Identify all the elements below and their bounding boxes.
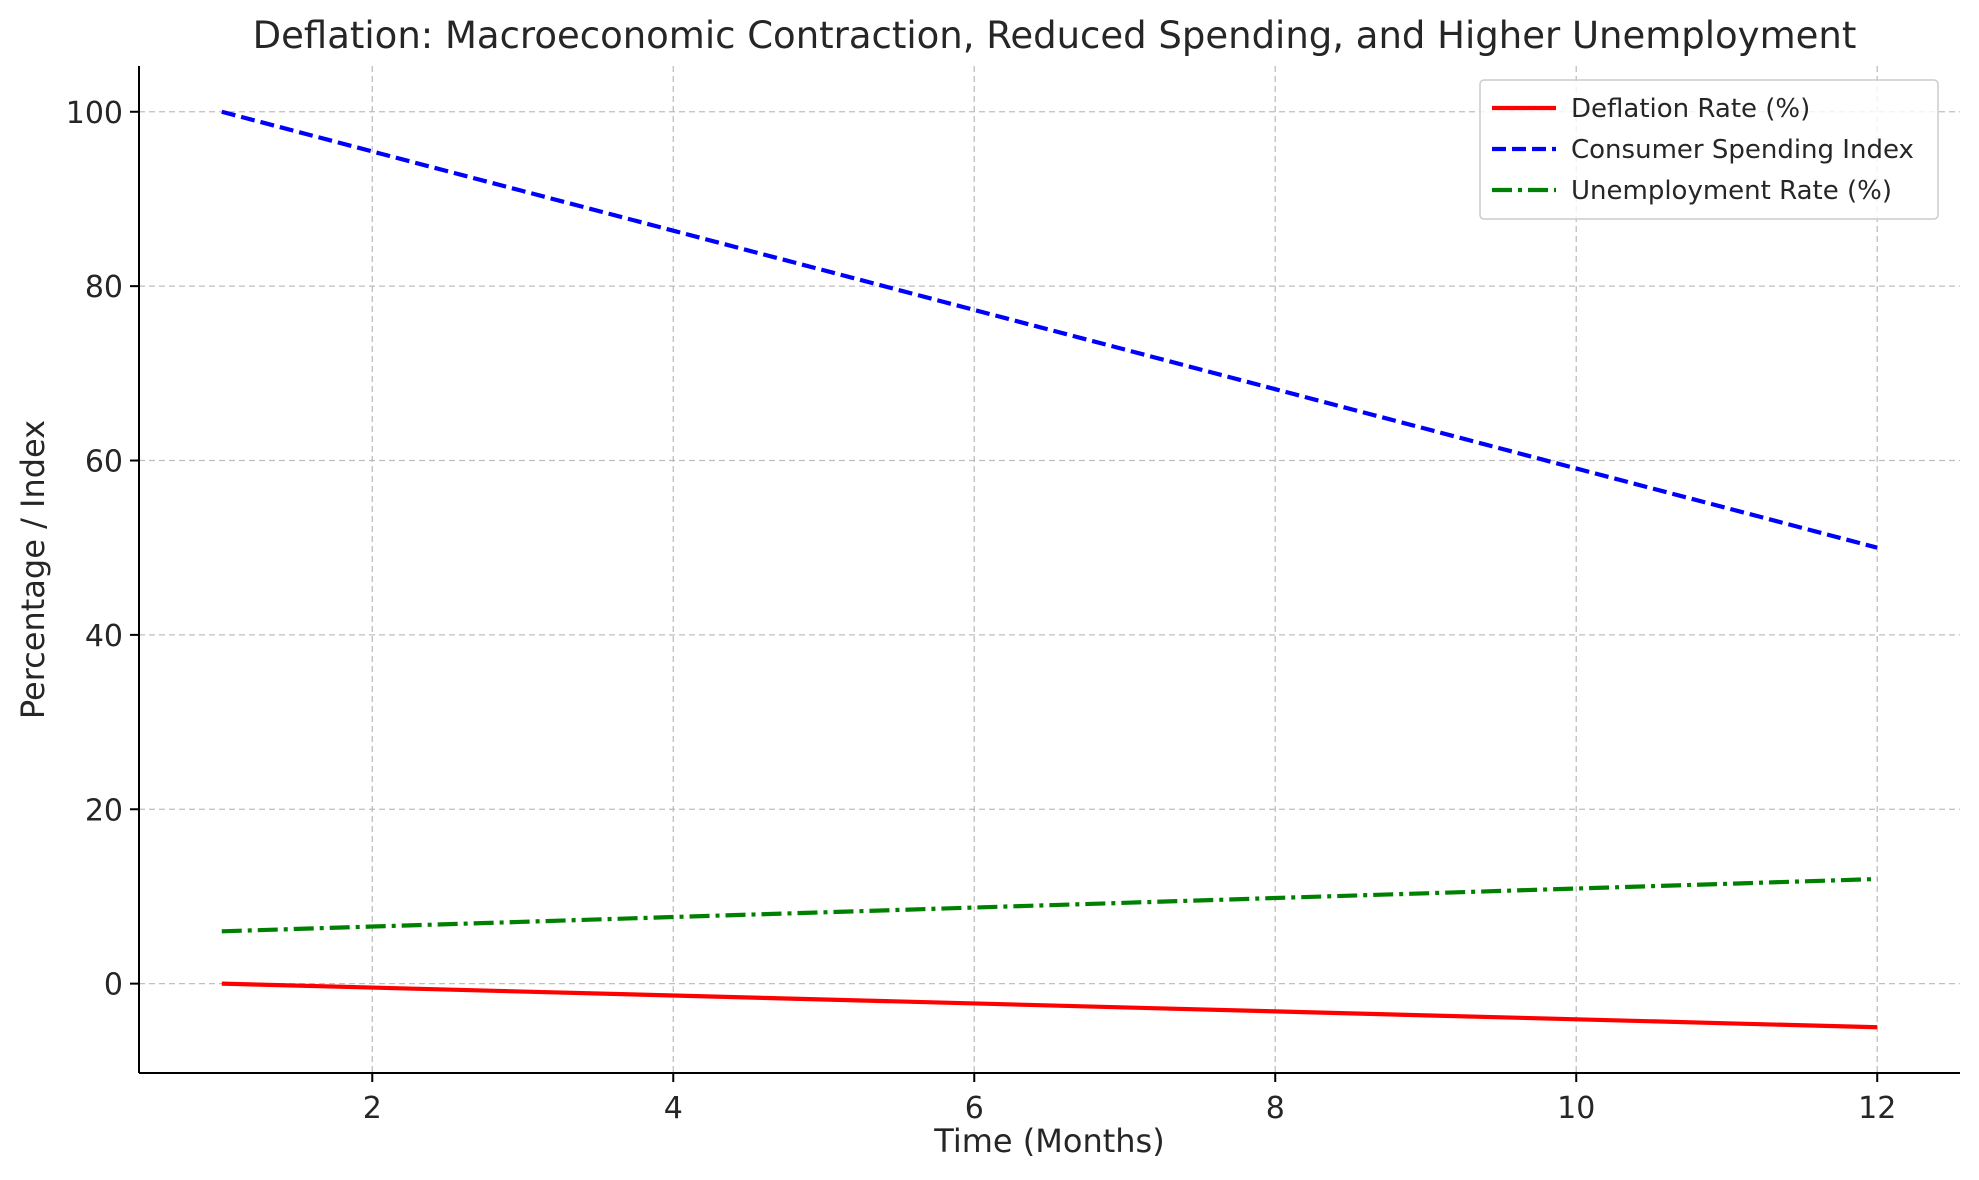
x-tick-label: 6 xyxy=(965,1091,984,1126)
y-tick-label: 40 xyxy=(85,619,123,654)
grid xyxy=(139,66,1960,1073)
series-line-3 xyxy=(221,876,1878,934)
axes xyxy=(138,66,1960,1074)
legend-label: Unemployment Rate (%) xyxy=(1571,176,1892,206)
y-tick-label: 80 xyxy=(85,270,123,305)
y-ticks: 0 20 40 60 80 100 xyxy=(66,96,139,1003)
y-axis-label: Percentage / Index xyxy=(14,420,52,719)
x-tick-label: 12 xyxy=(1858,1091,1896,1126)
y-tick-label: 0 xyxy=(104,968,123,1003)
legend: Deflation Rate (%) Consumer Spending Inde… xyxy=(1479,79,1939,220)
legend-label: Deflation Rate (%) xyxy=(1571,94,1810,124)
x-axis-label: Time (Months) xyxy=(933,1122,1164,1160)
x-ticks: 2 4 6 8 10 12 xyxy=(363,1073,1896,1126)
y-tick-label: 100 xyxy=(66,96,123,131)
series-line-2 xyxy=(221,109,1878,550)
x-tick-label: 2 xyxy=(363,1091,382,1126)
x-tick-label: 8 xyxy=(1266,1091,1285,1126)
series-lines xyxy=(221,109,1878,1030)
legend-label: Consumer Spending Index xyxy=(1571,135,1914,165)
legend-box xyxy=(1479,79,1939,220)
chart-title: Deflation: Macroeconomic Contraction, Re… xyxy=(253,14,1857,57)
x-tick-label: 10 xyxy=(1557,1091,1595,1126)
y-tick-label: 60 xyxy=(85,445,123,480)
y-tick-label: 20 xyxy=(85,793,123,828)
x-tick-label: 4 xyxy=(664,1091,683,1126)
series-line-1 xyxy=(221,981,1878,1030)
